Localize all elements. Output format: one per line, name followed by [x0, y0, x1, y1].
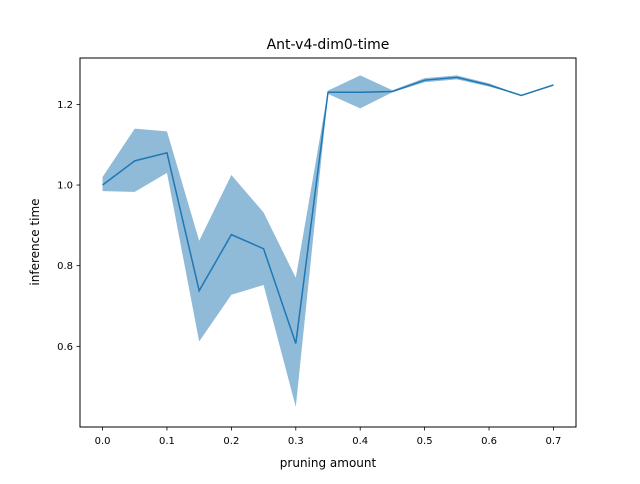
axes-frame — [79, 57, 577, 428]
x-tick-label: 0.1 — [159, 436, 175, 447]
x-tick-label: 0.0 — [95, 436, 111, 447]
series-line — [102, 76, 554, 344]
plot-area — [102, 75, 554, 407]
y-tick-label: 0.8 — [57, 261, 73, 272]
x-tick-label: 0.6 — [481, 436, 497, 447]
y-axis-ticks: 0.6 0.8 1.0 1.2 — [57, 100, 80, 353]
y-axis-label: inference time — [28, 198, 42, 285]
x-tick-label: 0.5 — [417, 436, 433, 447]
x-tick-label: 0.7 — [546, 436, 562, 447]
chart-title: Ant-v4-dim0-time — [267, 37, 390, 53]
x-tick-label: 0.4 — [352, 436, 368, 447]
x-tick-label: 0.3 — [288, 436, 304, 447]
x-axis-ticks: 0.0 0.1 0.2 0.3 0.4 0.5 0.6 0.7 — [95, 427, 562, 447]
y-tick-label: 1.0 — [57, 181, 73, 192]
x-tick-label: 0.2 — [223, 436, 239, 447]
y-tick-label: 1.2 — [57, 100, 73, 111]
y-tick-label: 0.6 — [57, 342, 73, 353]
confidence-band — [102, 75, 554, 407]
x-axis-label: pruning amount — [280, 456, 377, 470]
